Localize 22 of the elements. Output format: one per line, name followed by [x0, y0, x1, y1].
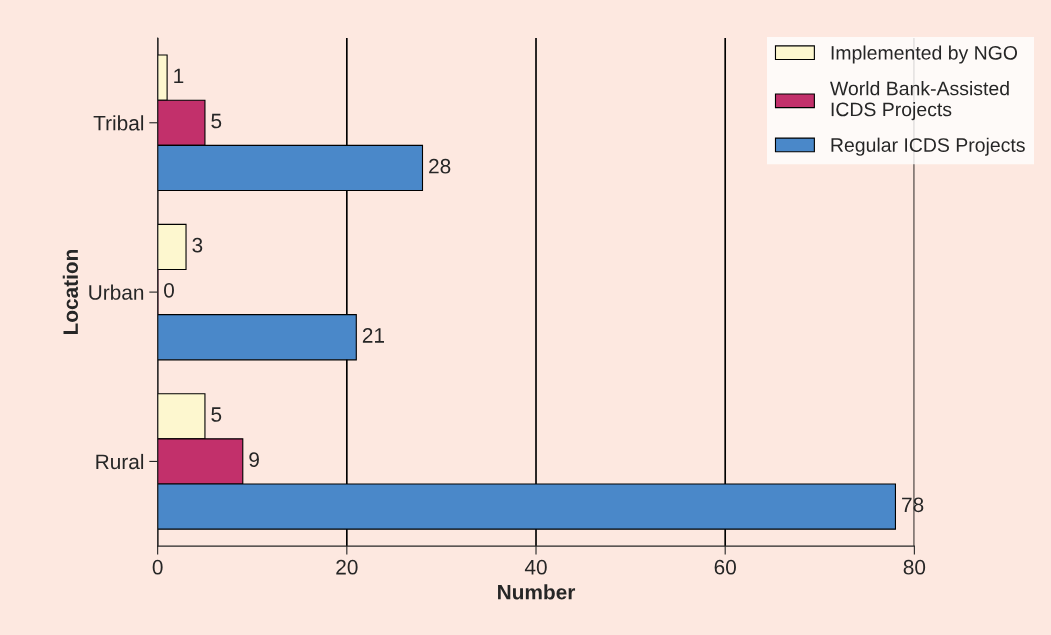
y-tick-label: Rural: [96, 453, 144, 470]
legend-label: Implemented by NGO: [831, 45, 1018, 64]
x-tick-label: 0: [152, 559, 163, 575]
data-label: 9: [249, 452, 259, 468]
y-axis-title: Location: [62, 249, 79, 335]
x-axis-title: Number: [498, 584, 576, 600]
x-tick-label: 80: [903, 559, 926, 575]
data-label: 21: [362, 328, 384, 343]
y-tick-label: Urban: [89, 284, 144, 300]
legend-label: Regular ICDS Projects: [831, 137, 1025, 156]
y-tick-label: Tribal: [93, 115, 144, 131]
x-tick-label: 20: [336, 559, 358, 575]
data-label: 78: [902, 497, 924, 513]
data-label: 28: [429, 158, 451, 174]
x-tick-label: 60: [714, 559, 736, 575]
legend-label: World Bank-Assisted ICDS Projects: [830, 81, 1009, 121]
data-label: 1: [174, 68, 184, 83]
data-label: 5: [211, 113, 222, 129]
data-label: 5: [211, 407, 222, 422]
x-tick-label: 40: [524, 559, 547, 575]
data-label: 3: [192, 237, 203, 253]
data-label: 0: [164, 282, 174, 298]
